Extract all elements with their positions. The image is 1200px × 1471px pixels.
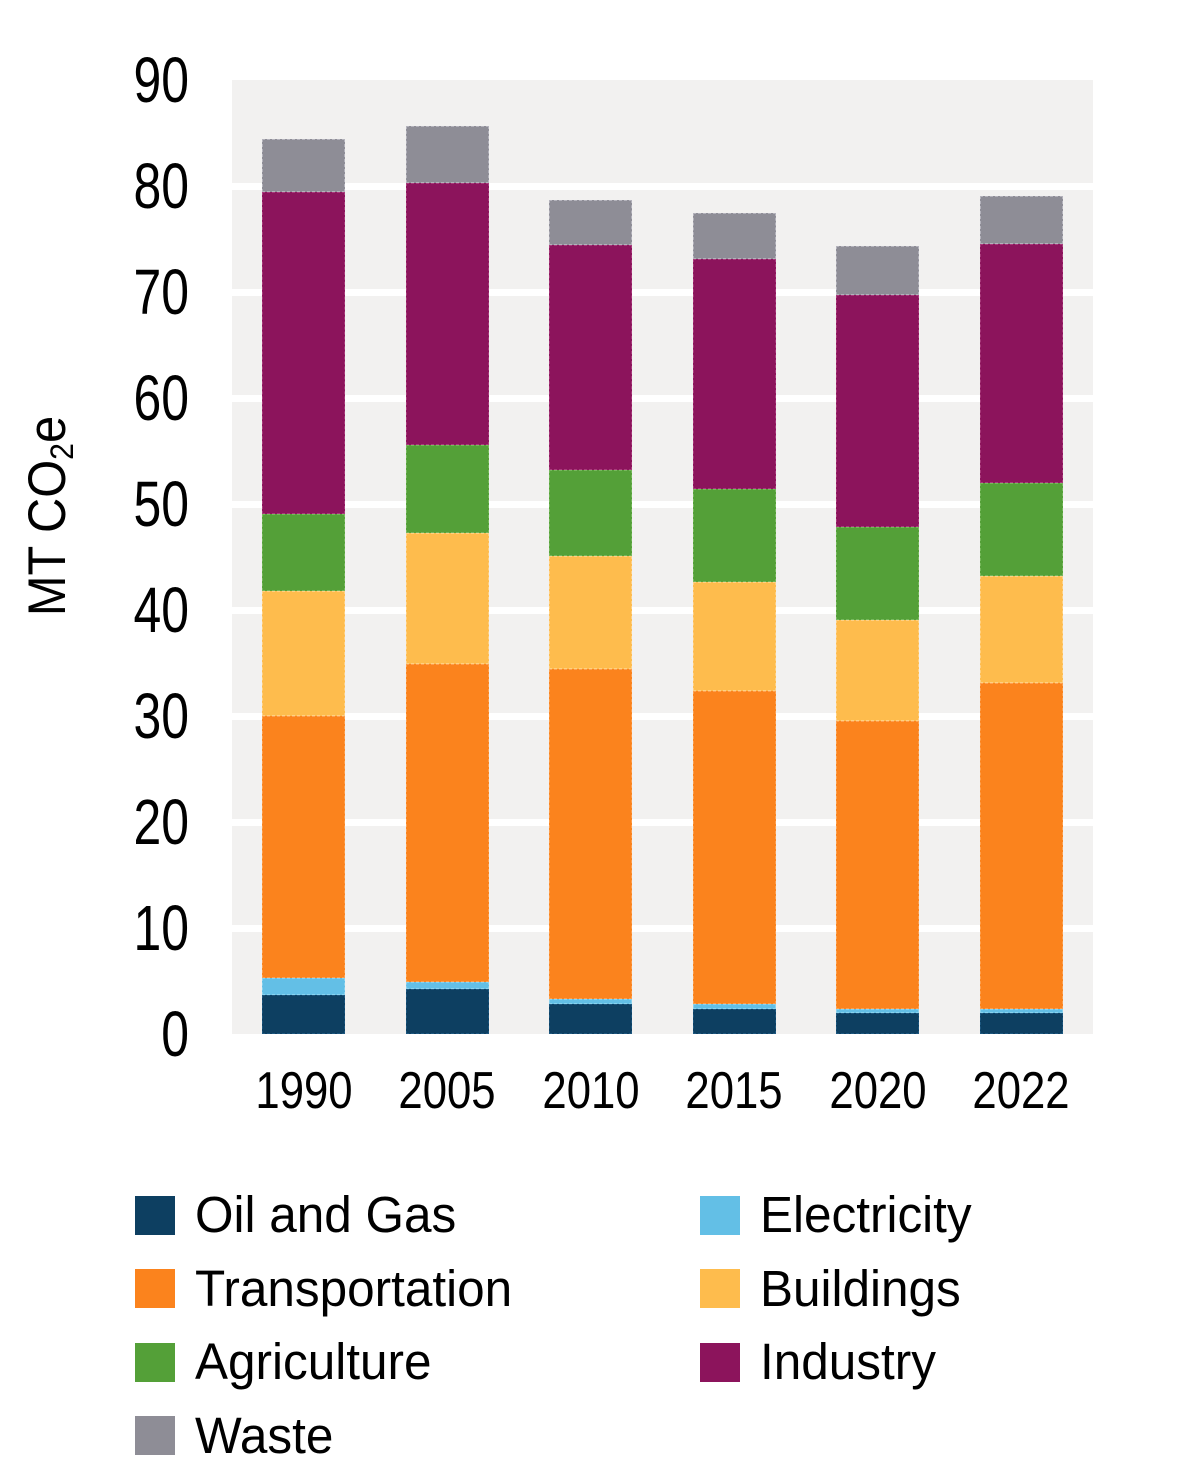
bar-segment-buildings-2020 (836, 619, 920, 722)
bar-segment-oil-and-gas-2010 (549, 1004, 633, 1034)
bar-segment-transportation-2005 (405, 664, 489, 983)
gridline-30 (232, 712, 1093, 720)
legend-item-waste: Waste (135, 1406, 700, 1464)
x-tick-label-2015: 2015 (685, 1062, 783, 1120)
bar-segment-electricity-2015 (692, 1004, 776, 1009)
y-axis-title: MT CO2e (17, 416, 81, 616)
legend-label-industry: Industry (760, 1333, 936, 1390)
gridline-80 (232, 182, 1093, 190)
y-tick-label-70: 70 (133, 256, 189, 328)
gridline-50 (232, 500, 1093, 508)
legend-label-waste: Waste (195, 1406, 334, 1464)
bar-segment-agriculture-2022 (979, 482, 1063, 577)
bar-segment-agriculture-2015 (692, 489, 776, 583)
bar-segment-waste-2022 (979, 195, 1063, 245)
bar-segment-oil-and-gas-1990 (262, 994, 346, 1034)
gridline-20 (232, 818, 1093, 826)
bar-segment-oil-and-gas-2022 (979, 1012, 1063, 1034)
bar-segment-oil-and-gas-2020 (836, 1012, 920, 1034)
bar-segment-buildings-2022 (979, 576, 1063, 684)
legend-label-agriculture: Agriculture (195, 1333, 432, 1390)
bar-segment-agriculture-1990 (262, 513, 346, 591)
bar-segment-transportation-2010 (549, 669, 633, 1000)
bar-segment-buildings-2010 (549, 555, 633, 670)
y-tick-label-80: 80 (133, 150, 189, 222)
legend-swatch-waste (135, 1416, 175, 1455)
bar-segment-buildings-1990 (262, 590, 346, 716)
y-tick-label-50: 50 (133, 468, 189, 540)
gridline-70 (232, 288, 1093, 296)
bar-segment-industry-2010 (549, 245, 633, 471)
x-tick-label-1990: 1990 (255, 1062, 353, 1120)
bar-segment-waste-2020 (836, 246, 920, 296)
x-tick-label-2020: 2020 (829, 1062, 927, 1120)
gridline-60 (232, 394, 1093, 402)
bar-segment-electricity-2005 (405, 982, 489, 990)
bar-segment-agriculture-2010 (549, 470, 633, 556)
bar-segment-oil-and-gas-2005 (405, 989, 489, 1034)
x-tick-label-2005: 2005 (398, 1062, 496, 1120)
legend-label-electricity: Electricity (760, 1186, 972, 1243)
legend: Oil and Gas Electricity Transportation Buil… (135, 1186, 978, 1464)
legend-item-buildings: Buildings (700, 1259, 978, 1317)
x-tick-label-2022: 2022 (972, 1062, 1070, 1120)
gridline-10 (232, 924, 1093, 932)
bar-segment-waste-2010 (549, 199, 633, 246)
legend-swatch-buildings (700, 1269, 740, 1308)
y-axis-title-subscript: 2 (43, 443, 81, 460)
y-tick-label-0: 0 (161, 998, 189, 1070)
bar-segment-electricity-2010 (549, 999, 633, 1005)
plot-panel (232, 80, 1093, 1034)
bar-segment-waste-2005 (405, 125, 489, 183)
bar-segment-buildings-2015 (692, 582, 776, 691)
bar-segment-waste-2015 (692, 212, 776, 260)
bar-segment-industry-2015 (692, 259, 776, 490)
y-tick-label-90: 90 (133, 44, 189, 116)
y-axis-title-main: MT CO (17, 459, 77, 617)
y-tick-label-20: 20 (133, 786, 189, 858)
bar-segment-waste-1990 (262, 139, 346, 193)
bar-segment-oil-and-gas-2015 (692, 1008, 776, 1034)
bar-segment-industry-2020 (836, 295, 920, 528)
legend-item-oil-and-gas: Oil and Gas (135, 1186, 700, 1243)
legend-label-oil-and-gas: Oil and Gas (195, 1186, 457, 1243)
bar-segment-agriculture-2020 (836, 527, 920, 620)
bar-segment-transportation-2015 (692, 690, 776, 1005)
legend-swatch-agriculture (135, 1342, 175, 1382)
y-tick-label-60: 60 (133, 362, 189, 434)
bar-segment-transportation-1990 (262, 716, 346, 978)
x-tick-label-2010: 2010 (542, 1062, 640, 1120)
legend-swatch-oil-and-gas (135, 1195, 175, 1235)
legend-swatch-industry (700, 1342, 740, 1382)
y-tick-label-30: 30 (133, 680, 189, 752)
legend-label-transportation: Transportation (195, 1259, 513, 1317)
legend-label-buildings: Buildings (760, 1259, 961, 1317)
y-axis-title-tail: e (17, 415, 77, 444)
bar-segment-electricity-1990 (262, 977, 346, 995)
legend-item-transportation: Transportation (135, 1259, 700, 1317)
bar-segment-industry-2005 (405, 182, 489, 445)
bar-segment-transportation-2020 (836, 721, 920, 1009)
bar-segment-agriculture-2005 (405, 444, 489, 533)
bar-segment-industry-2022 (979, 244, 1063, 483)
bar-segment-electricity-2020 (836, 1008, 920, 1013)
y-tick-label-40: 40 (133, 574, 189, 646)
legend-item-electricity: Electricity (700, 1186, 978, 1243)
legend-swatch-transportation (135, 1269, 175, 1308)
legend-swatch-electricity (700, 1195, 740, 1235)
bar-segment-industry-1990 (262, 192, 346, 514)
y-tick-label-10: 10 (133, 892, 189, 964)
legend-item-industry: Industry (700, 1333, 978, 1390)
legend-item-agriculture: Agriculture (135, 1333, 700, 1390)
bar-segment-transportation-2022 (979, 683, 1063, 1009)
bar-segment-buildings-2005 (405, 532, 489, 665)
bar-segment-electricity-2022 (979, 1008, 1063, 1013)
gridline-40 (232, 606, 1093, 614)
